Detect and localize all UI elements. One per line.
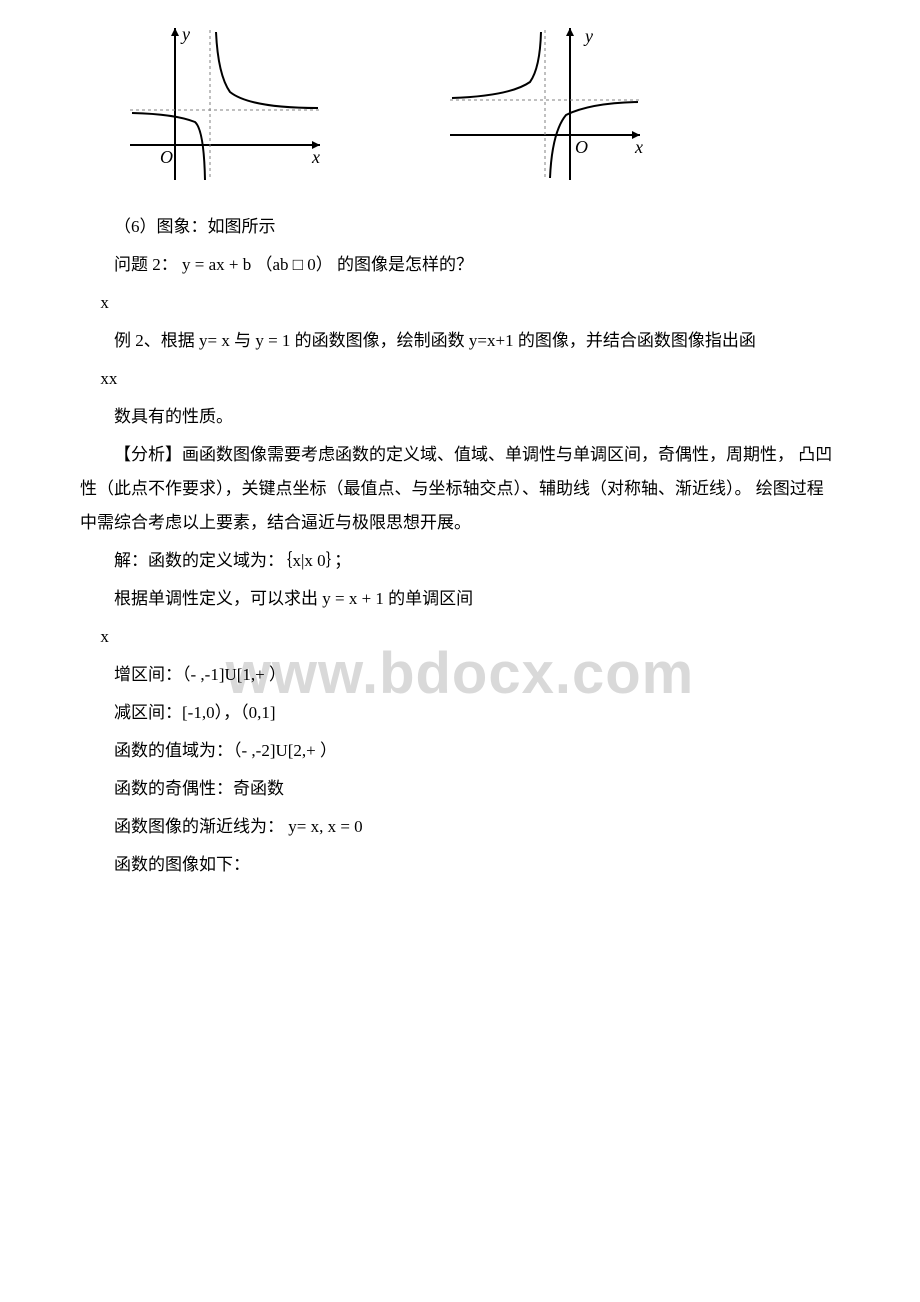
para-caption: （6）图象：如图所示	[80, 210, 840, 244]
fig2-x-label: x	[634, 137, 643, 157]
para-example2-a: 例 2、根据 y= x 与 y = 1 的函数图像，绘制函数 y=x+1 的图像…	[80, 324, 840, 358]
para-x1: x	[80, 286, 840, 320]
para-solution-domain: 解：函数的定义域为：｛x|x 0｝；	[80, 544, 840, 578]
fig1-origin-label: O	[160, 147, 173, 167]
figure-1: y x O	[120, 20, 340, 190]
para-question2: 问题 2： y = ax + b （ab □ 0） 的图像是怎样的？	[80, 248, 840, 282]
para-range: 函数的值域为：（- ,-2]U[2,+ ）	[80, 734, 840, 768]
para-asymptote: 函数图像的渐近线为： y= x, x = 0	[80, 810, 840, 844]
para-analysis: 【分析】画函数图像需要考虑函数的定义域、值域、单调性与单调区间，奇偶性，周期性，…	[80, 438, 840, 540]
fig2-origin-label: O	[575, 137, 588, 157]
figures-row: y x O y x O	[80, 20, 840, 190]
para-xx: xx	[80, 362, 840, 396]
para-parity: 函数的奇偶性：奇函数	[80, 772, 840, 806]
figure-2: y x O	[440, 20, 660, 190]
para-x2: x	[80, 620, 840, 654]
fig1-y-label: y	[180, 24, 190, 44]
fig2-y-label: y	[583, 26, 593, 46]
para-increase: 增区间：（- ,-1]U[1,+ ）	[80, 658, 840, 692]
fig1-x-label: x	[311, 147, 320, 167]
para-graph-follows: 函数的图像如下：	[80, 848, 840, 882]
para-example2-b: 数具有的性质。	[80, 400, 840, 434]
para-decrease: 减区间：[-1,0），（0,1]	[80, 696, 840, 730]
page-content: y x O y x O （6）图象：如图所示 问题 2： y = ax + b …	[80, 20, 840, 882]
para-monotonic: 根据单调性定义，可以求出 y = x + 1 的单调区间	[80, 582, 840, 616]
